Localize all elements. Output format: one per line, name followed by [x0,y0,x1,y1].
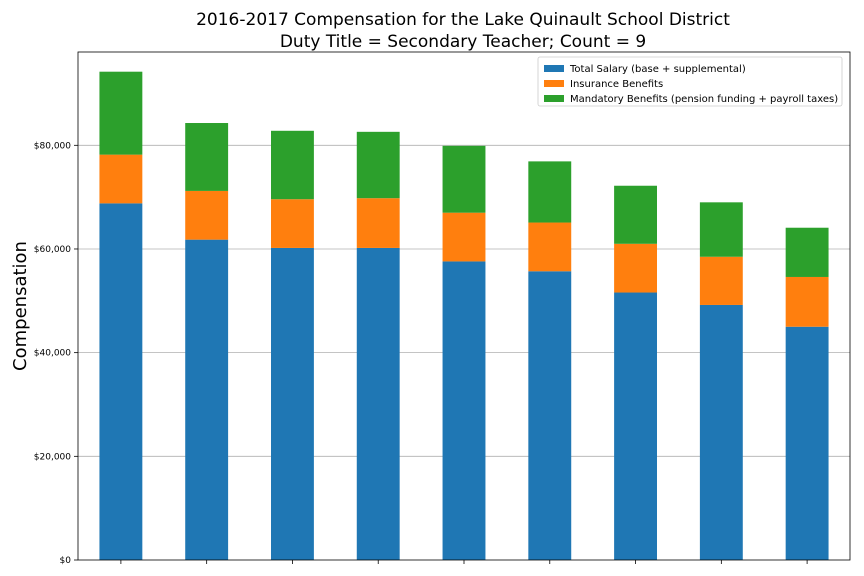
bar-6-series-3 [528,161,572,223]
bar-6-series-2 [528,222,572,272]
bar-9-series-2 [785,276,829,327]
bar-8-series-3 [699,202,743,257]
y-tick-label-4: $80,000 [34,141,71,151]
bar-8-series-1 [699,304,743,560]
bar-3-series-1 [271,247,314,560]
bar-2-series-1 [185,239,229,560]
bar-2-series-2 [185,190,229,240]
bar-3-series-2 [271,199,314,248]
bar-1-series-3 [99,71,143,155]
bar-5-series-2 [442,212,486,262]
y-axis-label: Compensation [10,241,31,371]
bar-7-series-2 [614,243,657,293]
plot-area: $0 $20,000 $40,000 $60,000 $80,000 Total Sala… [34,51,851,566]
legend: Total Salary (base + supplemental) Insura… [537,56,843,107]
bar-1-series-1 [99,203,143,560]
bar-8-series-2 [699,256,743,305]
legend-label-1: Total Salary (base + supplemental) [569,64,746,75]
chart-title-line1: 2016-2017 Compensation for the Lake Quin… [196,10,730,30]
axes-frame [77,51,851,561]
bar-1-series-2 [99,154,143,204]
bar-6-series-1 [528,271,572,560]
bar-4-series-3 [356,131,400,199]
bar-7-series-3 [614,185,657,244]
bar-9-series-1 [785,326,829,560]
y-tick-label-1: $20,000 [34,452,71,462]
legend-swatch-2 [544,80,564,87]
y-tick-label-3: $60,000 [34,245,71,255]
bar-3-series-3 [271,130,314,200]
bar-9-series-3 [785,227,829,277]
bar-4-series-2 [356,198,400,248]
legend-box [537,56,843,107]
bar-4-series-1 [356,247,400,560]
legend-label-2: Insurance Benefits [570,79,663,90]
bar-5-series-3 [442,145,486,213]
y-tick-label-2: $40,000 [34,349,71,359]
bar-7-series-1 [614,292,657,560]
legend-swatch-3 [544,95,564,102]
legend-swatch-1 [544,65,564,72]
y-tick-label-0: $0 [60,556,72,566]
legend-label-3: Mandatory Benefits (pension funding + pa… [570,94,838,105]
bar-5-series-1 [442,261,486,560]
bar-2-series-3 [185,123,229,191]
chart-title-line2: Duty Title = Secondary Teacher; Count = … [280,32,646,52]
